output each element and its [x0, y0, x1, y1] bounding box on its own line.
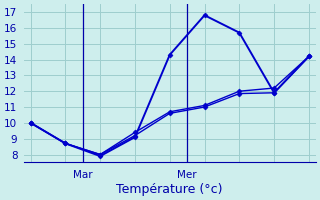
X-axis label: Température (°c): Température (°c): [116, 183, 223, 196]
